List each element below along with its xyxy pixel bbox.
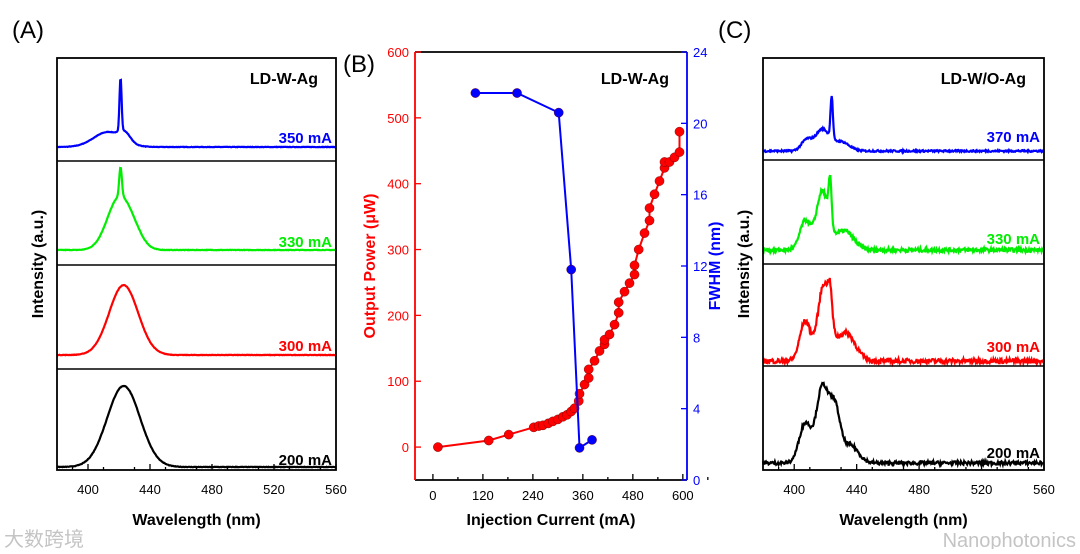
series-label: 300 mA	[279, 338, 333, 355]
y-tick-label: 500	[387, 111, 409, 126]
y-tick-label: 400	[387, 177, 409, 192]
y-axis-label: Intensity (a.u.)	[736, 210, 753, 318]
x-tick-label: 600	[672, 488, 694, 503]
x-tick-label: 520	[263, 482, 285, 497]
panel-a: (A) 350 mA 330 mA 300 mA 200 mA LD-W-Ag 400 440…	[12, 17, 347, 529]
data-point	[654, 176, 665, 186]
panel-label: (B)	[343, 51, 375, 78]
x-tick-label: 0	[429, 488, 436, 503]
data-point	[483, 435, 494, 446]
x-tick-label: 520	[971, 482, 993, 497]
series-label: 200 mA	[987, 445, 1041, 462]
data-point	[619, 286, 630, 297]
data-point	[674, 126, 685, 137]
series-label: 300 mA	[987, 339, 1041, 356]
plot-title: LD-W/O-Ag	[941, 71, 1026, 88]
spectrum-line-330-mA	[57, 166, 337, 252]
series-label: 370 mA	[987, 129, 1041, 146]
y-tick-label: 600	[387, 45, 409, 60]
data-point	[649, 189, 660, 200]
data-point	[589, 356, 600, 366]
x-tick-label: 480	[908, 482, 930, 497]
panel-b: (B)0 120 240 360 480 600010020030040050060004…	[343, 45, 724, 529]
panel-label: (C)	[718, 17, 751, 44]
x-tick-label: 480	[622, 488, 644, 503]
x-axis-label: Wavelength (nm)	[839, 512, 967, 529]
watermark-left: 大数跨境	[4, 528, 84, 549]
y2-tick-label: 8	[693, 330, 700, 345]
y2-axis-label: FWHM (nm)	[707, 222, 724, 311]
data-point	[613, 307, 624, 318]
x-axis-label: Wavelength (nm)	[132, 512, 260, 529]
y2-tick-label: 20	[693, 116, 707, 131]
spectrum-line-300-mA	[56, 283, 337, 357]
data-point	[512, 88, 522, 98]
data-point	[629, 260, 640, 271]
spectrum-line-370-mA	[763, 95, 1045, 156]
y2-tick-label: 24	[693, 45, 707, 60]
x-tick-label: 560	[1033, 482, 1055, 497]
y-axis-label: Output Power (μW)	[362, 194, 379, 339]
series-label: 350 mA	[279, 130, 333, 147]
data-point	[503, 429, 514, 440]
data-point	[594, 346, 605, 356]
plot-title: LD-W-Ag	[250, 71, 318, 88]
data-point	[604, 329, 615, 340]
data-point	[674, 147, 685, 157]
plot-title: LD-W-Ag	[601, 71, 669, 88]
data-point	[583, 364, 594, 375]
data-point	[644, 215, 655, 226]
data-point	[587, 435, 597, 445]
spectrum-line-350-mA	[56, 78, 336, 149]
y2-tick-label: 4	[693, 402, 700, 417]
x-tick-label: 120	[472, 488, 494, 503]
x-tick-label: 440	[139, 482, 161, 497]
y-tick-label: 200	[387, 308, 409, 323]
data-point	[470, 88, 481, 98]
x-tick-label: 240	[522, 488, 544, 503]
data-point	[566, 264, 577, 275]
y2-tick-label: 12	[693, 259, 707, 274]
series-label: 330 mA	[987, 231, 1041, 248]
data-point	[609, 319, 620, 330]
x-tick-label: 560	[325, 482, 347, 497]
data-point	[624, 278, 635, 288]
panel-c: (C) 370 mA 330 mA 300 mA 200 mA LD-W/O-Ag 400 4…	[718, 17, 1055, 529]
y-axis-label: Intensity (a.u.)	[30, 210, 47, 318]
data-point	[574, 443, 585, 453]
y2-tick-label: 0	[693, 473, 700, 488]
spectrum-line-200-mA	[56, 384, 337, 469]
data-point	[613, 297, 624, 308]
x-tick-label: 440	[846, 482, 868, 497]
series-label: 330 mA	[279, 234, 333, 251]
spectrum-line-300-mA	[762, 277, 1046, 368]
data-point	[583, 373, 594, 383]
watermark-right: Nanophotonics	[943, 530, 1076, 549]
data-point	[633, 244, 644, 255]
spectrum-line-200-mA	[761, 381, 1045, 469]
x-axis-label: Injection Current (mA)	[467, 512, 636, 529]
series-label: 200 mA	[279, 452, 333, 469]
panel-label: (A)	[12, 17, 44, 44]
data-point	[639, 228, 650, 238]
x-tick-label: 400	[77, 482, 99, 497]
data-point	[629, 269, 640, 280]
x-tick-label: 480	[201, 482, 223, 497]
x-tick-label: 360	[572, 488, 594, 503]
data-point	[433, 442, 443, 452]
y-tick-label: 300	[387, 243, 409, 258]
y-tick-label: 0	[402, 440, 409, 455]
plot-frame	[56, 57, 337, 471]
y-tick-label: 100	[387, 374, 409, 389]
x-tick-label: 400	[783, 482, 805, 497]
series-line-left	[437, 131, 681, 449]
data-point	[553, 107, 564, 118]
spectrum-line-330-mA	[762, 174, 1046, 256]
y2-tick-label: 16	[693, 188, 707, 203]
data-point	[644, 203, 655, 213]
